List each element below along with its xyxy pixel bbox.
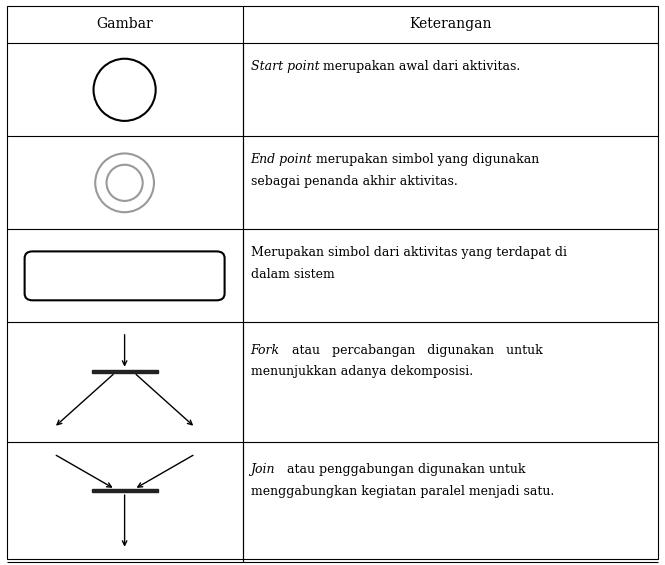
Text: Gambar: Gambar xyxy=(96,18,153,32)
Ellipse shape xyxy=(94,59,156,121)
Text: atau   percabangan   digunakan   untuk: atau percabangan digunakan untuk xyxy=(280,344,543,357)
Text: sebagai penanda akhir aktivitas.: sebagai penanda akhir aktivitas. xyxy=(251,175,458,188)
FancyBboxPatch shape xyxy=(25,251,225,301)
Text: menggabungkan kegiatan paralel menjadi satu.: menggabungkan kegiatan paralel menjadi s… xyxy=(251,485,554,498)
Text: merupakan simbol yang digunakan: merupakan simbol yang digunakan xyxy=(312,153,539,166)
Bar xyxy=(92,370,158,372)
Text: Keterangan: Keterangan xyxy=(409,18,491,32)
Text: Merupakan simbol dari aktivitas yang terdapat di: Merupakan simbol dari aktivitas yang ter… xyxy=(251,246,567,259)
Text: Join: Join xyxy=(251,463,275,476)
Text: merupakan awal dari aktivitas.: merupakan awal dari aktivitas. xyxy=(319,60,521,73)
Text: End point: End point xyxy=(251,153,312,166)
Ellipse shape xyxy=(106,165,143,201)
Bar xyxy=(92,489,158,492)
Text: Fork: Fork xyxy=(251,344,280,357)
Text: dalam sistem: dalam sistem xyxy=(251,268,334,281)
Text: menunjukkan adanya dekomposisi.: menunjukkan adanya dekomposisi. xyxy=(251,366,473,379)
Text: atau penggabungan digunakan untuk: atau penggabungan digunakan untuk xyxy=(275,463,525,476)
Ellipse shape xyxy=(95,154,154,212)
Text: Start point: Start point xyxy=(251,60,319,73)
